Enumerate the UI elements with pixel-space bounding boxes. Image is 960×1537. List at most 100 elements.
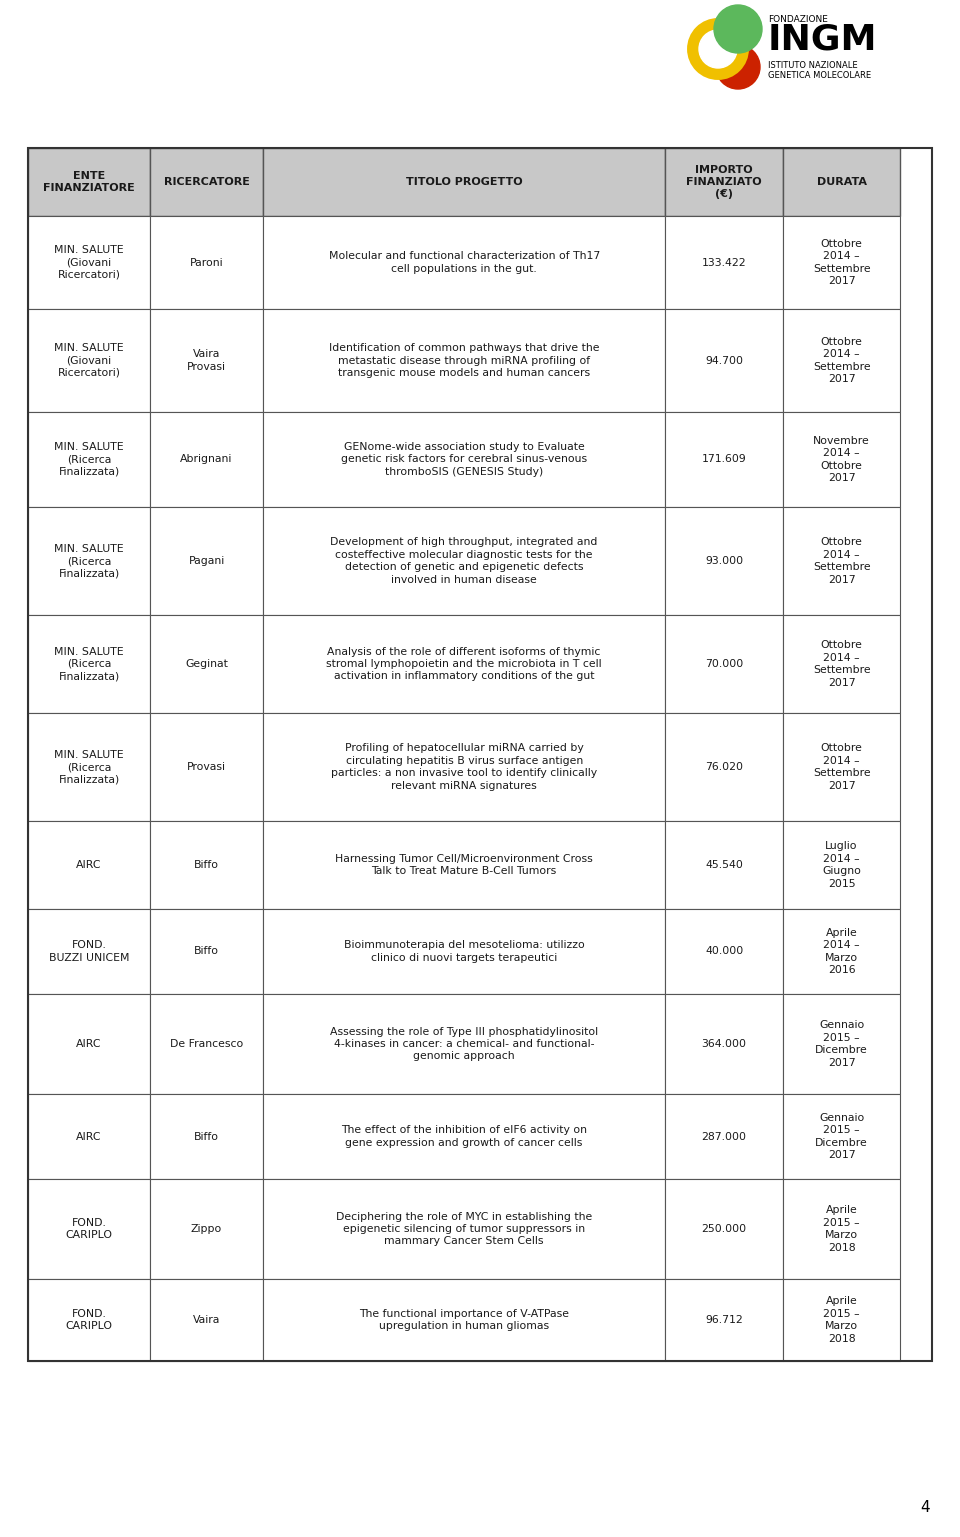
Bar <box>782 217 900 309</box>
Text: FOND.
CARIPLO: FOND. CARIPLO <box>65 1217 112 1240</box>
Text: FOND.
CARIPLO: FOND. CARIPLO <box>65 1310 112 1331</box>
Text: Gennaio
2015 –
Dicembre
2017: Gennaio 2015 – Dicembre 2017 <box>815 1021 868 1068</box>
Bar <box>150 1094 263 1179</box>
Text: Biffo: Biffo <box>194 1131 219 1142</box>
Text: FONDAZIONE: FONDAZIONE <box>768 14 828 23</box>
Bar <box>782 994 900 1094</box>
Text: Ottobre
2014 –
Settembre
2017: Ottobre 2014 – Settembre 2017 <box>813 538 871 584</box>
Text: GENETICA MOLECOLARE: GENETICA MOLECOLARE <box>768 71 871 80</box>
Bar <box>150 412 263 507</box>
Text: DURATA: DURATA <box>817 177 867 188</box>
Bar <box>782 908 900 994</box>
Text: MIN. SALUTE
(Ricerca
Finalizzata): MIN. SALUTE (Ricerca Finalizzata) <box>54 443 124 476</box>
Bar <box>150 217 263 309</box>
Text: RICERCATORE: RICERCATORE <box>163 177 250 188</box>
Bar <box>28 1094 150 1179</box>
Bar <box>28 713 150 821</box>
Bar <box>782 412 900 507</box>
Bar <box>150 821 263 908</box>
Bar <box>28 309 150 412</box>
Bar <box>150 994 263 1094</box>
Bar <box>665 217 782 309</box>
Bar <box>665 309 782 412</box>
Text: MIN. SALUTE
(Ricerca
Finalizzata): MIN. SALUTE (Ricerca Finalizzata) <box>54 647 124 681</box>
Bar <box>150 908 263 994</box>
Text: Harnessing Tumor Cell/Microenvironment Cross
Talk to Treat Mature B-Cell Tumors: Harnessing Tumor Cell/Microenvironment C… <box>335 853 593 876</box>
Bar <box>263 217 665 309</box>
Bar <box>263 412 665 507</box>
Bar <box>782 507 900 615</box>
Text: Luglio
2014 –
Giugno
2015: Luglio 2014 – Giugno 2015 <box>822 841 861 888</box>
Bar <box>665 1279 782 1360</box>
Text: Pagani: Pagani <box>188 556 225 566</box>
Bar <box>28 507 150 615</box>
Text: AIRC: AIRC <box>76 861 102 870</box>
Text: AIRC: AIRC <box>76 1131 102 1142</box>
Text: MIN. SALUTE
(Giovani
Ricercatori): MIN. SALUTE (Giovani Ricercatori) <box>54 343 124 378</box>
Circle shape <box>714 5 762 52</box>
Bar <box>28 908 150 994</box>
Text: AIRC: AIRC <box>76 1039 102 1048</box>
Bar <box>28 412 150 507</box>
Text: De Francesco: De Francesco <box>170 1039 243 1048</box>
Bar <box>263 507 665 615</box>
Text: TITOLO PROGETTO: TITOLO PROGETTO <box>406 177 522 188</box>
Text: Biffo: Biffo <box>194 947 219 956</box>
Text: Ottobre
2014 –
Settembre
2017: Ottobre 2014 – Settembre 2017 <box>813 641 871 687</box>
Bar <box>263 148 665 217</box>
Bar <box>150 1279 263 1360</box>
Bar <box>150 148 263 217</box>
Bar <box>263 1094 665 1179</box>
Text: Ottobre
2014 –
Settembre
2017: Ottobre 2014 – Settembre 2017 <box>813 238 871 286</box>
Text: Abrignani: Abrignani <box>180 455 232 464</box>
Bar <box>782 148 900 217</box>
Bar <box>150 1179 263 1279</box>
Bar <box>28 1179 150 1279</box>
Text: Vaira: Vaira <box>193 1316 220 1325</box>
Text: Novembre
2014 –
Ottobre
2017: Novembre 2014 – Ottobre 2017 <box>813 437 870 483</box>
Text: MIN. SALUTE
(Ricerca
Finalizzata): MIN. SALUTE (Ricerca Finalizzata) <box>54 544 124 578</box>
Bar <box>665 821 782 908</box>
Text: 76.020: 76.020 <box>705 762 743 772</box>
Text: 4: 4 <box>921 1500 930 1515</box>
Bar <box>782 309 900 412</box>
Bar <box>150 713 263 821</box>
Text: Zippo: Zippo <box>191 1223 222 1234</box>
Bar <box>665 148 782 217</box>
Bar <box>28 1279 150 1360</box>
Text: 70.000: 70.000 <box>705 659 743 669</box>
Text: The effect of the inhibition of eIF6 activity on
gene expression and growth of c: The effect of the inhibition of eIF6 act… <box>341 1125 588 1148</box>
Text: ISTITUTO NAZIONALE: ISTITUTO NAZIONALE <box>768 60 857 69</box>
Bar <box>263 821 665 908</box>
Bar <box>263 615 665 713</box>
Text: Assessing the role of Type III phosphatidylinositol
4-kinases in cancer: a chemi: Assessing the role of Type III phosphati… <box>330 1027 598 1062</box>
Bar <box>782 615 900 713</box>
Bar <box>150 309 263 412</box>
Circle shape <box>699 31 737 68</box>
Text: 250.000: 250.000 <box>702 1223 747 1234</box>
Text: IMPORTO
FINANZIATO
(€): IMPORTO FINANZIATO (€) <box>686 164 762 200</box>
Bar <box>782 713 900 821</box>
Text: Vaira
Provasi: Vaira Provasi <box>187 349 226 372</box>
Text: 40.000: 40.000 <box>705 947 743 956</box>
Text: Deciphering the role of MYC in establishing the
epigenetic silencing of tumor su: Deciphering the role of MYC in establish… <box>336 1211 592 1247</box>
Bar <box>782 1279 900 1360</box>
Text: MIN. SALUTE
(Ricerca
Finalizzata): MIN. SALUTE (Ricerca Finalizzata) <box>54 750 124 784</box>
Bar <box>665 412 782 507</box>
Bar <box>150 507 263 615</box>
Text: Provasi: Provasi <box>187 762 226 772</box>
Bar <box>263 309 665 412</box>
Text: Identification of common pathways that drive the
metastatic disease through miRN: Identification of common pathways that d… <box>329 343 599 378</box>
Bar <box>665 994 782 1094</box>
Bar <box>28 615 150 713</box>
Bar <box>28 217 150 309</box>
Bar <box>263 908 665 994</box>
Text: Biffo: Biffo <box>194 861 219 870</box>
Bar <box>782 821 900 908</box>
Text: FOND.
BUZZI UNICEM: FOND. BUZZI UNICEM <box>49 941 130 962</box>
Text: 364.000: 364.000 <box>702 1039 747 1048</box>
Text: GENome-wide association study to Evaluate
genetic risk factors for cerebral sinu: GENome-wide association study to Evaluat… <box>341 443 588 476</box>
Text: INGM: INGM <box>768 22 877 55</box>
Bar <box>263 713 665 821</box>
Bar <box>263 1279 665 1360</box>
